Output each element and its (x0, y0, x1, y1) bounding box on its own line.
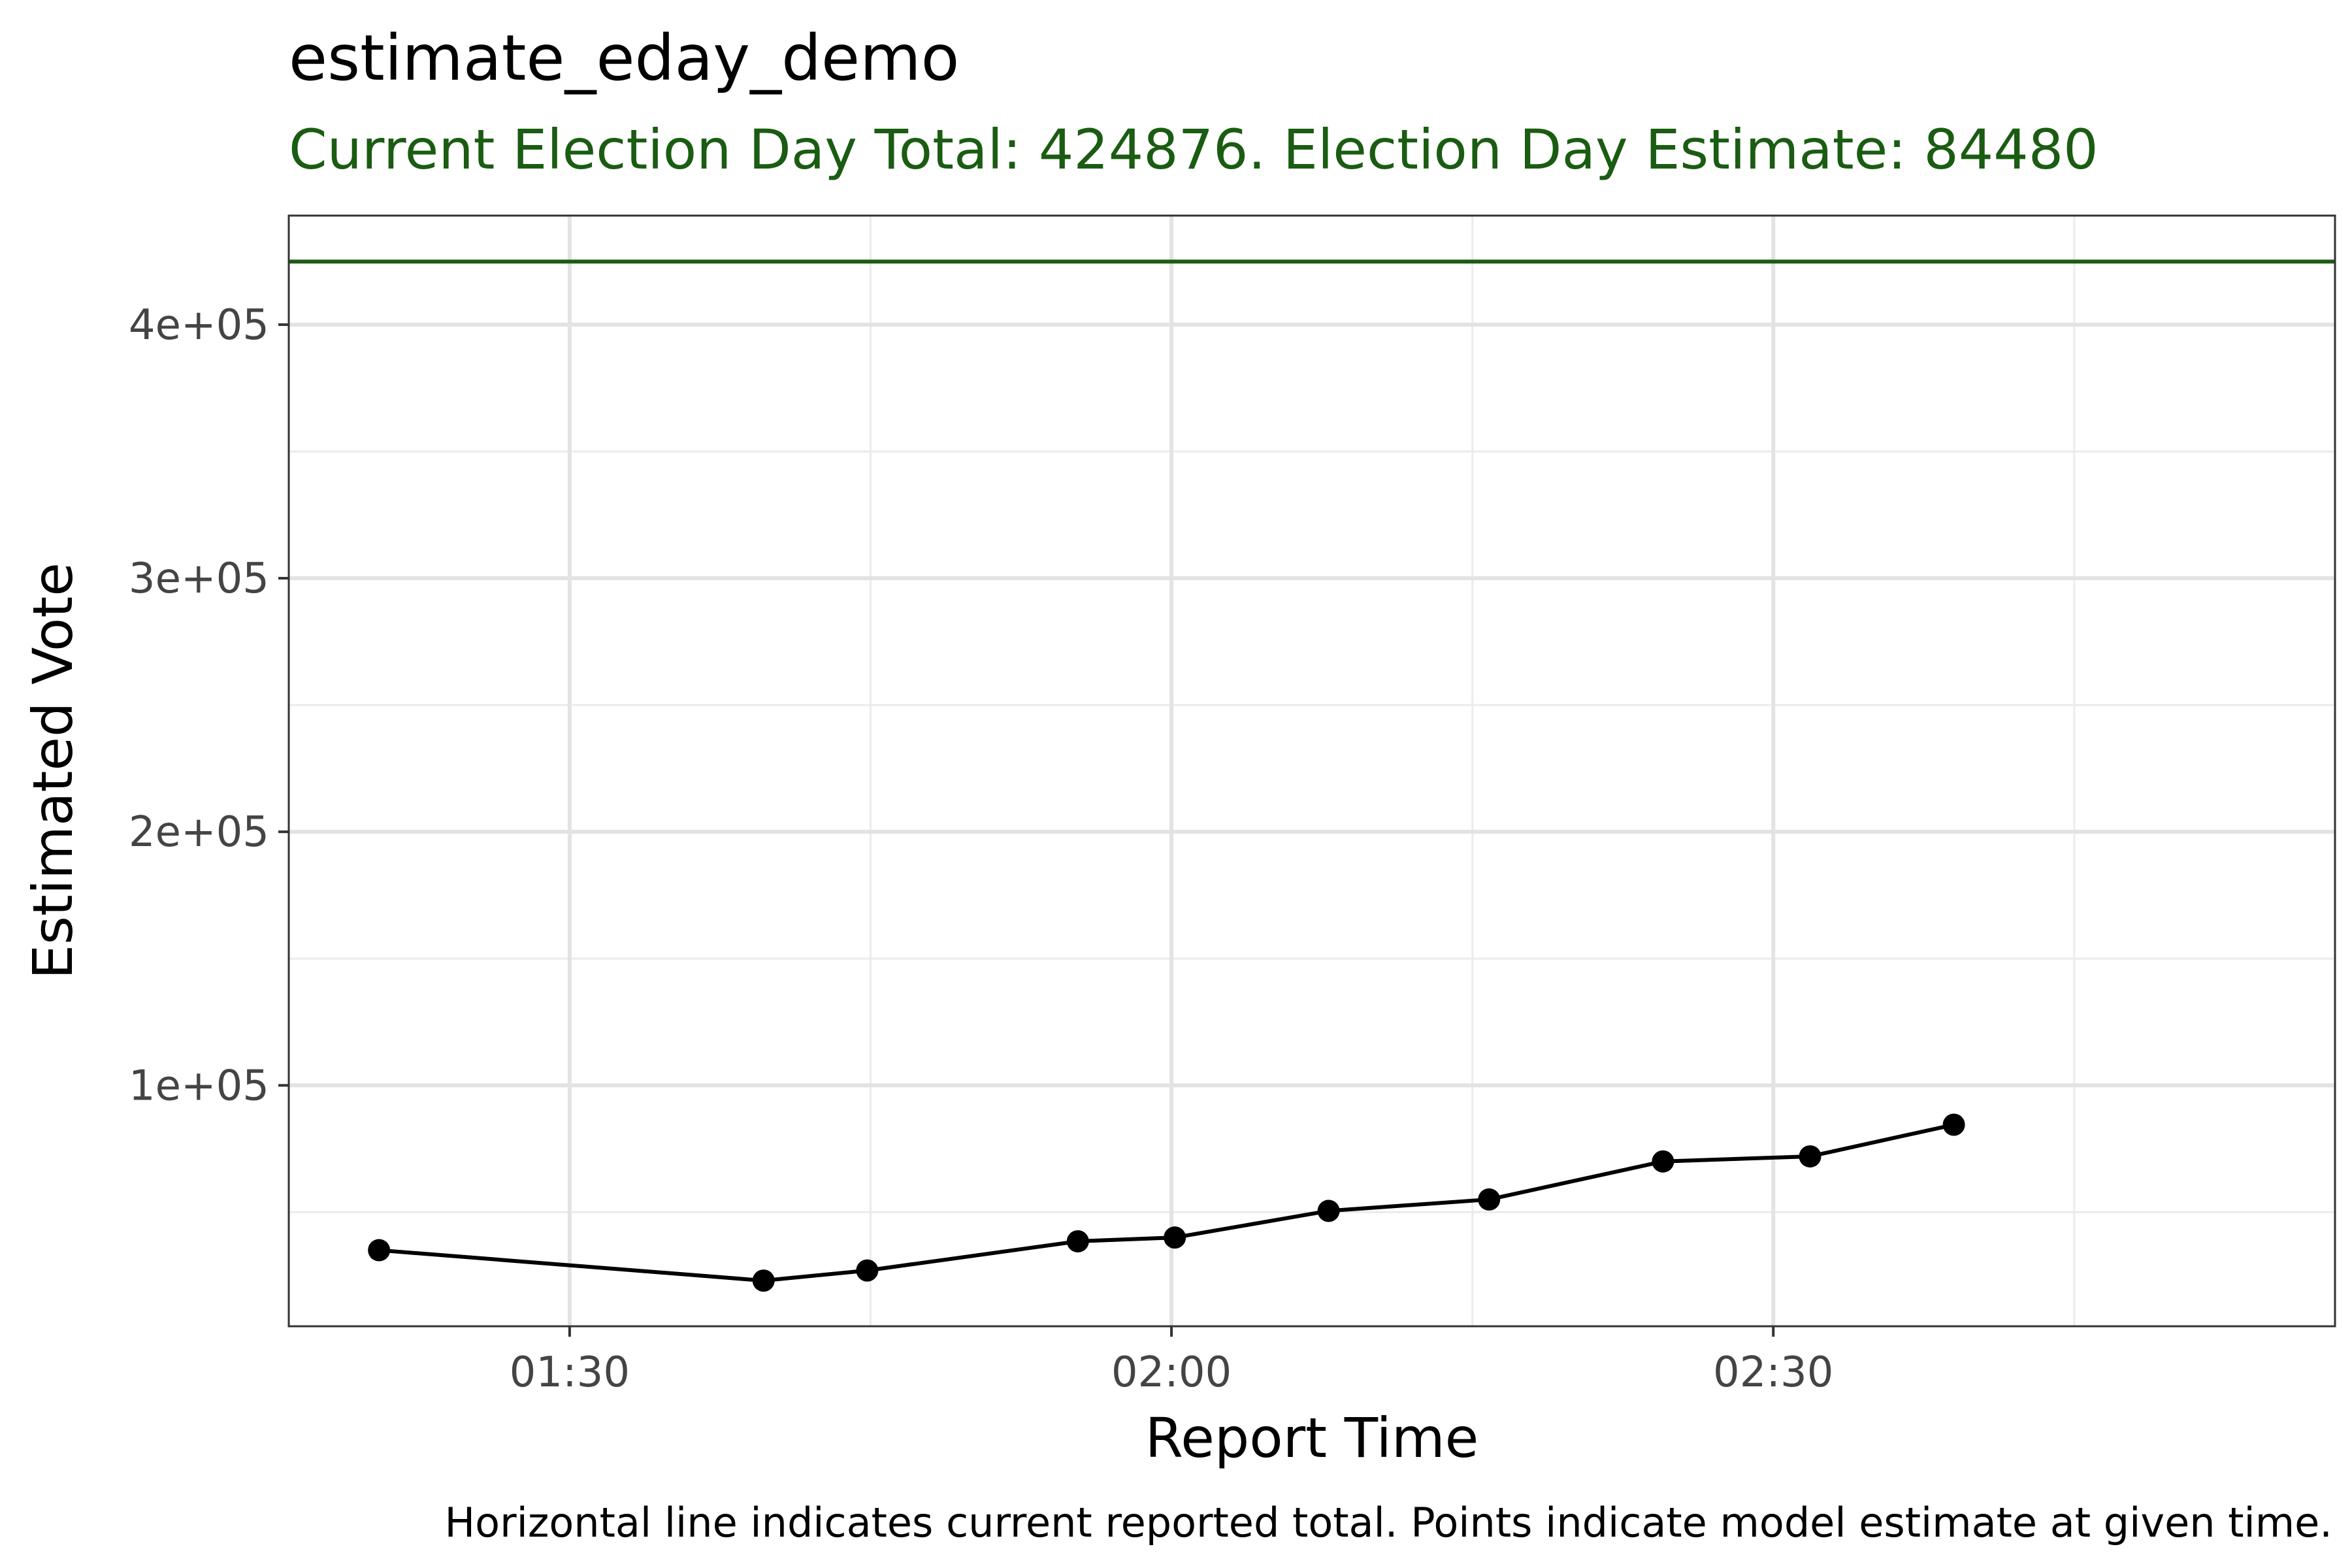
data-point (1164, 1226, 1186, 1249)
x-axis: 01:30 02:00 02:30 (510, 1326, 1833, 1397)
chart-subtitle: Current Election Day Total: 424876. Elec… (289, 118, 2099, 182)
y-axis: 1e+05 2e+05 3e+05 4e+05 (129, 301, 289, 1110)
x-tick-label: 02:00 (1111, 1348, 1232, 1397)
x-tick-label: 01:30 (510, 1348, 630, 1397)
y-axis-title: Estimated Vote (21, 563, 85, 979)
chart-caption: Horizontal line indicates current report… (445, 1499, 2332, 1546)
y-tick-label: 4e+05 (129, 301, 269, 350)
y-tick-label: 2e+05 (129, 808, 269, 857)
data-point (1478, 1188, 1501, 1211)
series-layer (368, 1113, 1965, 1292)
data-point (368, 1239, 391, 1262)
x-tick-label: 02:30 (1713, 1348, 1833, 1397)
plot-border (287, 214, 2336, 1328)
data-point (1317, 1200, 1340, 1222)
y-tick-label: 1e+05 (129, 1062, 269, 1110)
x-axis-title: Report Time (1145, 1406, 1479, 1470)
data-point (1066, 1230, 1089, 1252)
data-point (1942, 1113, 1965, 1136)
data-point (856, 1259, 879, 1282)
series-line (378, 1122, 1955, 1283)
data-point (1799, 1145, 1821, 1168)
data-point (1652, 1150, 1674, 1173)
grid (289, 216, 2335, 1326)
plot-panel (289, 216, 2335, 1326)
chart-title: estimate_eday_demo (289, 22, 959, 95)
y-tick-label: 3e+05 (129, 555, 269, 603)
data-point (752, 1269, 775, 1292)
